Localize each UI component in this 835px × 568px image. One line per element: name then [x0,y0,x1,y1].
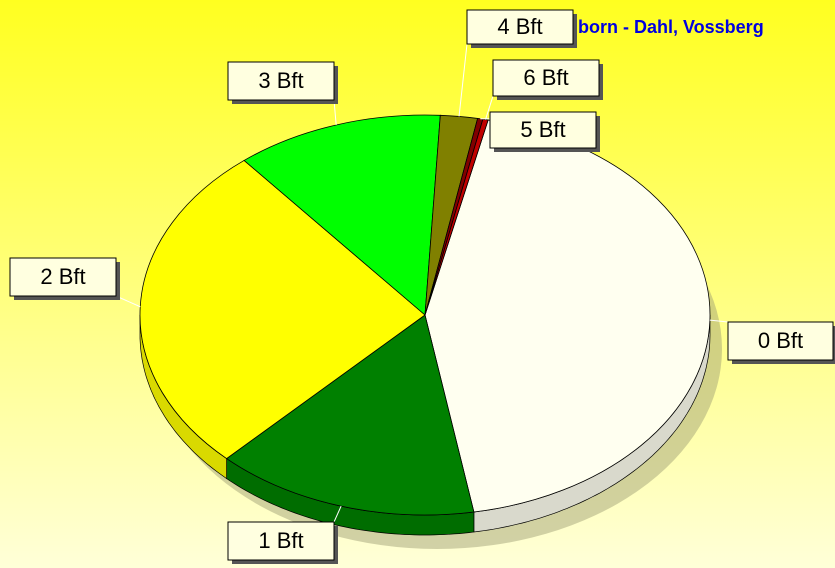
leader-line [485,95,494,120]
slice-label: 5 Bft [520,117,565,142]
leader-line [115,295,141,308]
leader-line [333,99,337,126]
label-box [466,9,574,45]
slice-label: 1 Bft [258,528,303,553]
leader-line [333,505,342,523]
slice-label: 3 Bft [258,68,303,93]
leader-line [709,319,729,323]
slice-label: 4 Bft [497,14,542,39]
leader-line [458,43,468,117]
slice [139,159,426,460]
label-box [227,61,335,101]
slice-label: 6 Bft [523,65,568,90]
label-box [9,257,117,297]
slice-label: 0 Bft [758,328,803,353]
chart-title: born - Dahl, Vossberg [578,17,764,37]
slice-label: 2 Bft [40,264,85,289]
label-box [489,111,597,149]
label-box [227,521,335,561]
label-box [727,321,834,361]
label-box [492,59,600,97]
